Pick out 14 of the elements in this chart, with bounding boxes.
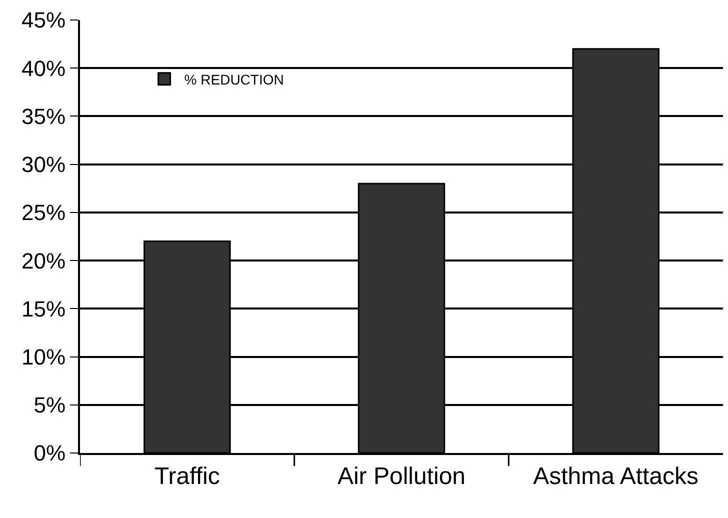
y-tick-label: 40% [22,56,66,81]
y-tick-label: 15% [22,296,66,322]
y-tick-label: 5% [34,392,66,418]
y-tick-label: 35% [22,104,66,129]
y-tick-label: 25% [22,200,66,226]
x-tick-label: Traffic [154,462,220,490]
x-tick-label: Air Pollution [337,462,466,490]
y-tick-label: 10% [22,344,66,370]
y-tick-label: 20% [22,248,66,274]
y-tick-label: 0% [34,440,66,466]
x-tick-label: Asthma Attacks [533,462,699,490]
y-tick-label: 30% [22,152,66,178]
y-tick-label: 45% [22,8,66,33]
legend-label: % REDUCTION [184,71,284,88]
